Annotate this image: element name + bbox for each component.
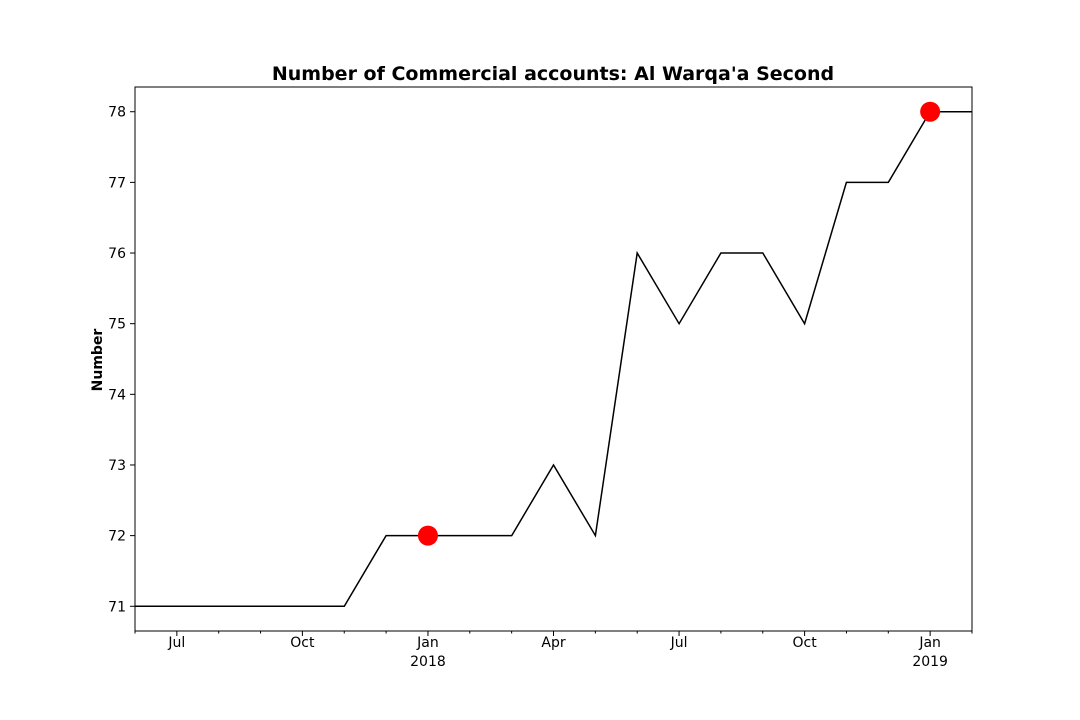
series-group: [135, 110, 972, 608]
y-tick-label: 78: [108, 105, 126, 121]
plot-frame: [134, 86, 973, 632]
x-tick-year-label: 2018: [410, 654, 446, 670]
x-tick-label: Jul: [670, 635, 688, 651]
highlight-markers: [417, 101, 941, 546]
x-tick-year-label: 2019: [912, 654, 948, 670]
y-tick-label: 76: [108, 246, 126, 262]
x-tick-label: Jul: [167, 635, 185, 651]
y-tick-label: 71: [108, 599, 126, 615]
x-tick-label: Jan: [416, 635, 439, 651]
highlight-point: [920, 101, 941, 122]
x-tick-label: Jan: [918, 635, 941, 651]
x-tick-label: Oct: [792, 635, 817, 651]
y-tick-label: 74: [108, 387, 126, 403]
y-axis-label: Number: [90, 329, 106, 392]
y-axis-ticks: 71 72 73 74 75 76 77 78: [108, 105, 135, 615]
y-tick-label: 77: [108, 175, 126, 191]
x-tick-label: Oct: [290, 635, 315, 651]
x-axis-ticks: Jul Oct Jan 2018 Apr Jul Oct Jan 2019: [134, 631, 973, 670]
chart-title: Number of Commercial accounts: Al Warqa'…: [272, 63, 834, 85]
y-tick-label: 75: [108, 317, 126, 333]
y-tick-label: 72: [108, 529, 126, 545]
series-line: [135, 110, 972, 608]
highlight-point: [417, 525, 438, 546]
x-tick-label: Apr: [541, 635, 565, 651]
y-tick-label: 73: [108, 458, 126, 474]
